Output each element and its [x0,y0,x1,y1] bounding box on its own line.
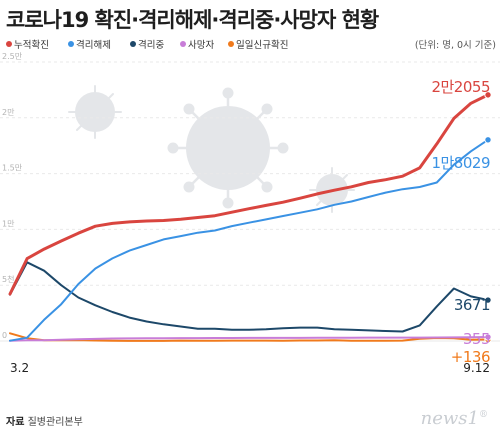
series-line [9,138,489,342]
y-tick-label: 1.5만 [2,164,23,173]
x-axis-labels: 3.2 9.12 [10,361,490,375]
legend-marker [6,41,12,47]
legend-label: 격리중 [138,40,165,51]
series-line [9,332,489,342]
y-axis-labels: 0 5천 1만 1.5만 2만 2.5만 [2,52,23,340]
legend-item-confirmed: 누적확진 [6,37,49,51]
series-end-point [484,296,492,304]
news1-logo: news1® [421,408,488,429]
legend-marker [68,41,74,47]
unit-note: (단위: 명, 0시 기준) [414,40,496,51]
legend-marker [228,41,234,47]
legend: 누적확진 격리해제 격리중 사망자 일일신규확진 (단위: 명, 0시 기준) [6,37,496,51]
source-label: 자료 [6,417,25,428]
page-title: 코로나19 확진·격리해제·격리중·사망자 현황 [6,8,379,32]
x-tick-label: 9.12 [463,361,490,375]
legend-label: 누적확진 [14,40,49,51]
series-end-label: 2만2055 [431,78,490,96]
series-end-label: 1만8029 [431,154,490,172]
y-tick-label: 1만 [2,219,15,228]
source-name: 질병관리본부 [27,417,83,428]
y-tick-label: 5천 [2,274,14,284]
series-endpoints [484,91,492,344]
series-end-point [484,136,492,144]
series-line [9,336,489,342]
legend-label: 격리해제 [76,40,111,51]
logo-text: news1 [420,408,479,429]
virus-decoration [68,85,355,213]
y-tick-label: 2.5만 [2,52,23,61]
grid [0,61,500,342]
x-tick-label: 3.2 [10,361,29,375]
series-end-point [484,333,492,341]
series-lines [8,93,490,342]
series-end-labels: 2만2055 1만8029 3671 355+136 [431,78,490,366]
legend-item-released: 격리해제 [68,37,111,51]
logo-mark: ® [479,410,488,420]
legend-marker [130,41,136,47]
legend-marker [180,41,186,47]
series-end-label: 355 [463,330,490,348]
series-end-point [484,91,492,99]
legend-label: 일일신규확진 [236,40,289,51]
source-credit: 자료 질병관리본부 [6,413,83,428]
series-line [8,93,490,296]
legend-item-isolated: 격리중 [130,37,164,51]
y-tick-label: 0 [2,331,7,340]
series-end-label: 3671 [454,296,490,314]
legend-item-daily: 일일신규확진 [228,37,288,51]
legend-label: 사망자 [188,40,215,51]
legend-item-deaths: 사망자 [180,37,214,51]
series-end-label: +136 [451,348,490,366]
y-tick-label: 2만 [2,108,15,117]
series-line [9,261,489,333]
